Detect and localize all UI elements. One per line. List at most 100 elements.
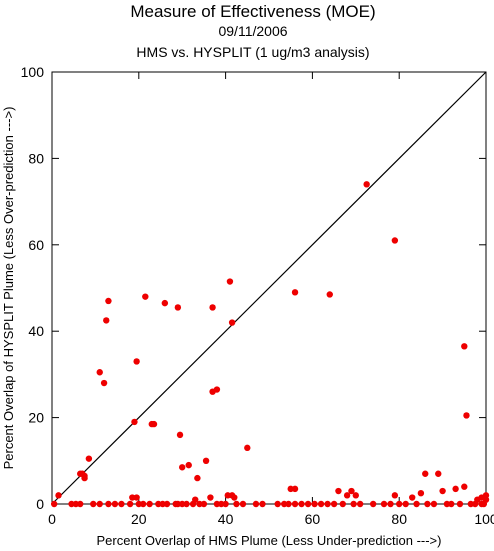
scatter-point: [352, 492, 359, 499]
scatter-point: [317, 500, 325, 508]
scatter-point: [339, 500, 346, 508]
scatter-point: [222, 500, 229, 508]
scatter-point: [439, 487, 446, 495]
scatter-point: [356, 500, 364, 508]
x-tick-label: 0: [48, 511, 56, 527]
scatter-point: [239, 500, 247, 508]
scatter-point: [409, 494, 416, 501]
scatter-point: [200, 500, 208, 508]
scatter-point: [387, 500, 394, 508]
scatter-point: [259, 500, 266, 508]
scatter-point: [252, 500, 260, 508]
scatter-point: [176, 431, 184, 439]
y-tick-label: 0: [36, 496, 44, 512]
scatter-point: [291, 289, 299, 296]
scatter-point: [274, 500, 281, 508]
scatter-point: [291, 485, 299, 493]
y-tick-label: 20: [28, 410, 44, 426]
scatter-point: [85, 455, 93, 462]
scatter-point: [131, 418, 138, 426]
y-tick-label: 40: [28, 323, 44, 339]
scatter-point: [55, 492, 62, 499]
scatter-point: [244, 444, 251, 452]
scatter-point: [482, 492, 490, 499]
chart-title: Measure of Effectiveness (MOE): [130, 2, 375, 21]
scatter-point: [209, 304, 216, 311]
scatter-point: [435, 470, 442, 477]
scatter-point: [369, 500, 377, 508]
y-axis-ticks: 0 20 40 60 80 100: [21, 64, 486, 512]
scatter-point: [207, 494, 214, 501]
data-points: [50, 181, 490, 508]
scatter-point: [430, 500, 438, 508]
scatter-point: [174, 304, 182, 311]
scatter-point: [96, 500, 103, 508]
scatter-point: [463, 412, 470, 419]
y-axis-title: Percent Overlap of HYSPLIT Plume (Less O…: [1, 107, 16, 470]
x-tick-label: 40: [218, 511, 234, 527]
x-axis-ticks: 0 20 40 60 80 100: [48, 72, 494, 527]
scatter-point: [183, 500, 190, 508]
scatter-point: [461, 483, 468, 490]
x-tick-label: 60: [305, 511, 321, 527]
scatter-point: [105, 500, 112, 508]
scatter-point: [96, 369, 103, 376]
scatter-point: [330, 500, 338, 508]
scatter-point: [461, 343, 468, 350]
scatter-point: [396, 500, 403, 508]
y-tick-label: 60: [28, 237, 44, 253]
scatter-point: [391, 237, 399, 244]
chart-comparison-subtitle: HMS vs. HYSPLIT (1 ug/m3 analysis): [136, 44, 369, 60]
scatter-point: [424, 500, 431, 508]
scatter-point: [285, 500, 292, 508]
scatter-point: [456, 500, 464, 508]
scatter-point: [111, 500, 119, 508]
scatter-point: [90, 500, 97, 508]
scatter-point: [422, 470, 429, 477]
one-to-one-reference-line: [51, 71, 487, 505]
scatter-point: [161, 299, 169, 307]
scatter-point: [413, 500, 420, 508]
scatter-point: [231, 494, 238, 501]
y-tick-label: 80: [28, 150, 44, 166]
scatter-point: [298, 500, 305, 508]
plot-area: [51, 71, 487, 505]
scatter-point: [179, 464, 186, 471]
scatter-point: [185, 461, 192, 469]
scatter-point: [452, 485, 459, 493]
scatter-point: [77, 500, 84, 508]
scatter-point: [324, 500, 331, 508]
y-tick-label: 100: [21, 64, 45, 80]
scatter-point: [189, 500, 197, 508]
scatter-point: [118, 500, 125, 508]
scatter-point: [126, 500, 134, 508]
scatter-point: [380, 500, 388, 508]
scatter-point: [81, 474, 88, 482]
scatter-point: [133, 494, 140, 501]
scatter-point: [233, 500, 240, 508]
scatter-point: [326, 291, 333, 298]
scatter-point: [50, 500, 58, 508]
scatter-point: [228, 319, 236, 326]
scatter-point: [350, 500, 357, 508]
scatter-point: [480, 500, 488, 508]
scatter-point: [402, 500, 409, 508]
scatter-point: [343, 492, 351, 499]
scatter-point: [103, 317, 110, 324]
plot-frame: [51, 71, 487, 505]
scatter-point: [139, 500, 147, 508]
scatter-point: [471, 500, 479, 508]
scatter-point: [194, 474, 201, 482]
scatter-point: [291, 500, 299, 508]
x-axis-title: Percent Overlap of HMS Plume (Less Under…: [97, 533, 442, 548]
scatter-point: [213, 386, 221, 393]
scatter-point: [304, 500, 312, 508]
scatter-point: [150, 420, 158, 428]
scatter-point: [100, 379, 108, 387]
scatter-point: [417, 490, 425, 497]
chart-date-subtitle: 09/11/2006: [218, 23, 287, 39]
scatter-point: [146, 500, 153, 508]
scatter-point: [348, 487, 355, 495]
scatter-point: [335, 487, 342, 495]
